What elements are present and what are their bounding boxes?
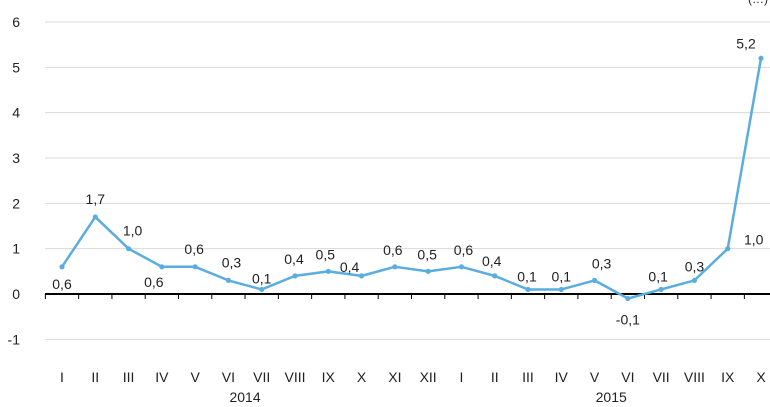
data-label: 0,6 bbox=[52, 276, 72, 292]
data-point bbox=[458, 264, 465, 270]
x-tick-label: V bbox=[590, 369, 600, 385]
data-point bbox=[358, 273, 365, 279]
y-tick-label: 1 bbox=[12, 241, 20, 257]
y-tick-label: 4 bbox=[12, 105, 20, 121]
x-tick-label: II bbox=[491, 369, 499, 385]
year-group-label: 2015 bbox=[596, 389, 627, 405]
x-tick-label: I bbox=[60, 369, 64, 385]
data-point bbox=[292, 273, 298, 279]
data-label: 0,3 bbox=[222, 254, 242, 270]
data-label: 0,4 bbox=[340, 259, 360, 275]
x-tick-label: VIII bbox=[284, 369, 305, 385]
data-label: 0,5 bbox=[417, 246, 437, 262]
data-label: 0,6 bbox=[454, 242, 474, 258]
y-tick-label: 2 bbox=[12, 195, 20, 211]
data-label: 0,1 bbox=[552, 268, 572, 284]
data-point bbox=[558, 286, 564, 293]
x-axis bbox=[44, 293, 770, 299]
data-point bbox=[725, 246, 731, 252]
data-point bbox=[59, 264, 65, 270]
data-point bbox=[325, 268, 331, 274]
data-labels: 0,61,71,00,60,60,30,10,4 0,50,40,6 0,5 0,60… bbox=[52, 35, 763, 327]
x-tick-label: XII bbox=[420, 369, 437, 385]
x-tick-label: XI bbox=[388, 369, 401, 385]
data-label: 1,0 bbox=[123, 223, 143, 239]
data-label: 0,6 bbox=[144, 274, 164, 290]
x-tick-label: IV bbox=[155, 369, 169, 385]
data-point bbox=[658, 286, 664, 293]
data-label: 0,3 bbox=[592, 255, 612, 271]
data-point bbox=[125, 246, 132, 252]
x-tick-label: X bbox=[357, 369, 367, 385]
data-label: 0,5 bbox=[316, 246, 336, 262]
x-tick-label: III bbox=[522, 369, 534, 385]
y-tick-label: 0 bbox=[12, 286, 20, 302]
series-line-path bbox=[60, 58, 763, 300]
x-tick-label: IX bbox=[322, 369, 336, 385]
series-line bbox=[60, 58, 763, 300]
data-point bbox=[425, 268, 431, 274]
data-point bbox=[225, 277, 232, 284]
x-tick-label: IV bbox=[555, 369, 569, 385]
data-label: 1,7 bbox=[86, 191, 106, 207]
data-point bbox=[159, 264, 165, 270]
x-tick-label: I bbox=[459, 369, 463, 385]
data-point bbox=[525, 286, 531, 293]
data-point bbox=[259, 286, 265, 293]
data-label: 0,1 bbox=[517, 268, 537, 284]
data-points bbox=[59, 55, 764, 302]
data-point bbox=[758, 55, 764, 61]
data-point bbox=[591, 277, 598, 284]
x-tick-label: VIII bbox=[684, 369, 705, 385]
x-tick-label: IX bbox=[721, 369, 735, 385]
corner-note: (…) bbox=[748, 0, 768, 6]
data-label: 0,6 bbox=[184, 241, 204, 257]
x-tick-label: V bbox=[190, 369, 200, 385]
x-tick-label: VI bbox=[222, 369, 235, 385]
gridlines bbox=[45, 21, 770, 340]
data-label: 0,1 bbox=[252, 270, 272, 286]
data-label: 0,1 bbox=[648, 268, 668, 284]
data-label: -0,1 bbox=[616, 312, 640, 328]
data-point bbox=[625, 295, 631, 302]
y-tick-label: 5 bbox=[12, 59, 20, 75]
data-label: 0,6 bbox=[383, 242, 403, 258]
data-label: 0,3 bbox=[685, 258, 705, 274]
x-tick-label: X bbox=[756, 369, 766, 385]
x-axis-year-labels: 2014 2015 bbox=[229, 389, 627, 405]
y-tick-label: -1 bbox=[8, 331, 21, 347]
data-label: 0,4 bbox=[284, 251, 304, 267]
x-axis-month-labels: I II III IV V VI VII VIII IX X XI XII I II III IV V VI VII… bbox=[60, 369, 766, 385]
data-point bbox=[392, 264, 398, 270]
data-point bbox=[192, 264, 198, 270]
data-point bbox=[492, 273, 498, 279]
data-label: 0,4 bbox=[482, 253, 502, 269]
data-label: 5,2 bbox=[736, 35, 756, 51]
data-point bbox=[92, 214, 98, 220]
x-tick-label: II bbox=[91, 369, 99, 385]
y-axis-ticks: -1 0 1 2 3 4 5 6 bbox=[8, 14, 21, 347]
y-tick-label: 6 bbox=[12, 14, 20, 30]
year-group-label: 2014 bbox=[229, 389, 260, 405]
x-tick-label: VII bbox=[253, 369, 270, 385]
x-tick-label: VII bbox=[653, 369, 670, 385]
data-point bbox=[691, 277, 698, 284]
data-label: 1,0 bbox=[744, 232, 764, 248]
x-tick-label: III bbox=[123, 369, 135, 385]
y-tick-label: 3 bbox=[12, 150, 20, 166]
x-tick-label: VI bbox=[621, 369, 634, 385]
